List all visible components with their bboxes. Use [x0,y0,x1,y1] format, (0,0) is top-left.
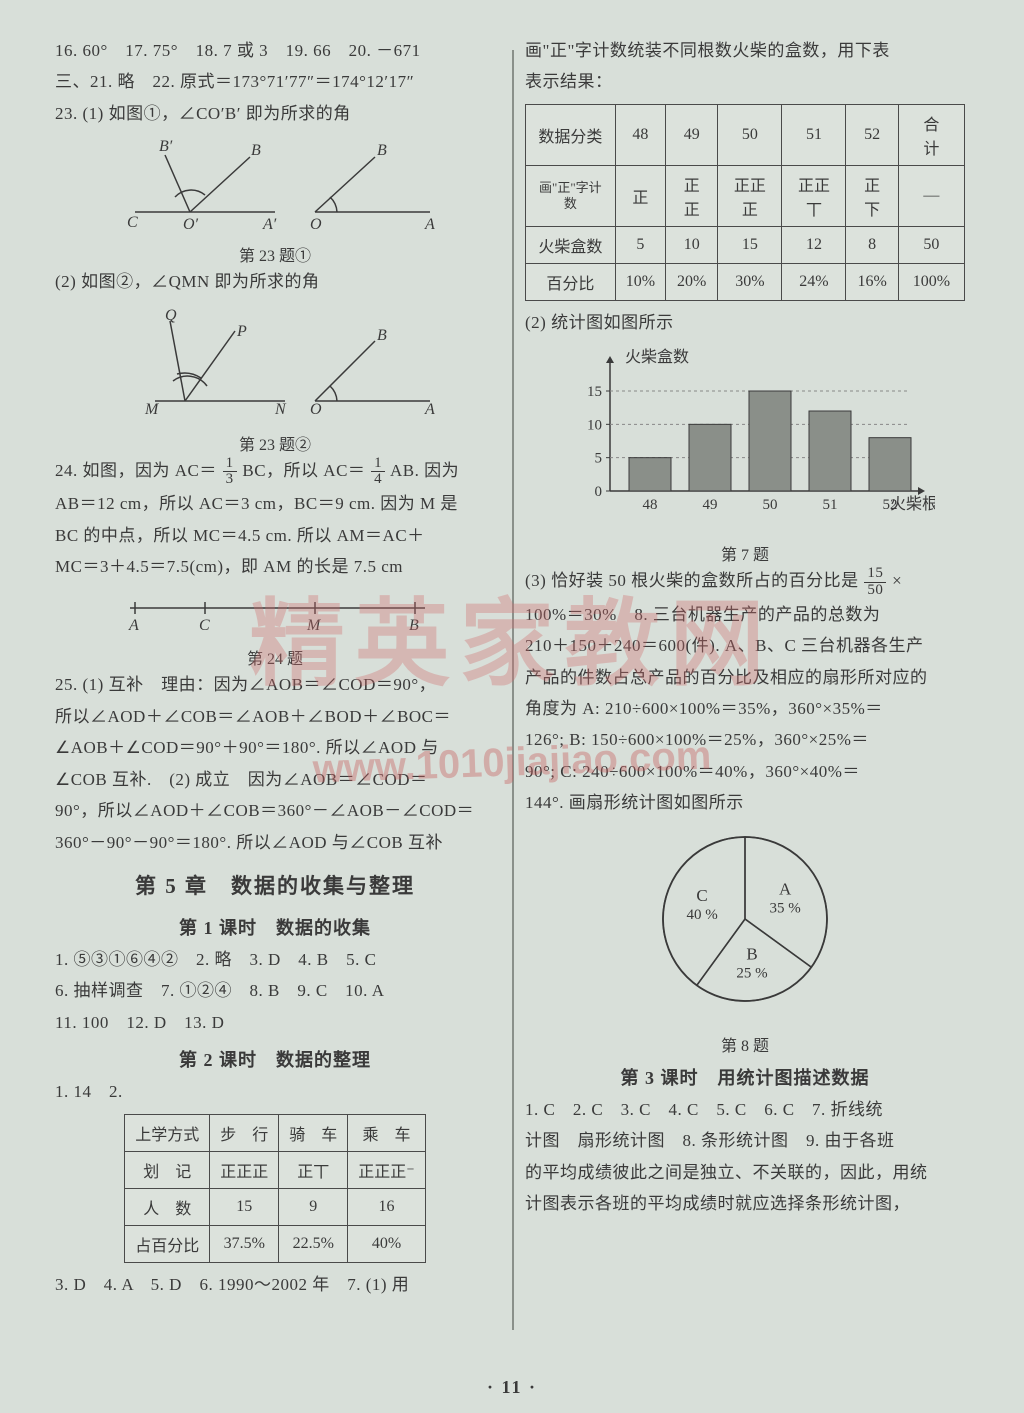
text: 三、21. 略 22. 原式＝173°71′77″＝174°12′17″ [55,66,495,97]
svg-text:A: A [424,401,435,418]
svg-text:B: B [746,944,757,963]
svg-text:0: 0 [595,484,603,500]
right-column: 画"正"字计数统装不同根数火柴的盒数，用下表 表示结果： 数据分类 48 49 … [525,35,965,1383]
svg-text:40 %: 40 % [686,907,717,923]
svg-text:N: N [274,401,287,418]
diagram-23-1: B′ B C O′ A′ O B A [55,137,495,232]
text: (2) 统计图如图所示 [525,307,965,338]
svg-text:B: B [377,142,387,159]
svg-text:10: 10 [587,418,602,434]
svg-text:48: 48 [643,497,658,513]
svg-text:5: 5 [595,451,603,467]
text: AB＝12 cm，所以 AC＝3 cm，BC＝9 cm. 因为 M 是 [55,488,495,519]
text: ∠COB 互补. (2) 成立 因为∠AOB＝∠COD＝ [55,764,495,795]
svg-text:C: C [127,214,138,231]
text: 126°; B: 150÷600×100%＝25%，360°×25%＝ [525,724,965,755]
text: 16. 60° 17. 75° 18. 7 或 3 19. 66 20. －67… [55,35,495,66]
svg-text:50: 50 [763,497,778,513]
text: 1. 14 2. [55,1076,495,1107]
text: (2) 如图②，∠QMN 即为所求的角 [55,266,495,297]
text: MC＝3＋4.5＝7.5(cm)，即 AM 的长是 7.5 cm [55,551,495,582]
svg-text:B: B [409,617,419,634]
svg-text:P: P [236,323,247,340]
text: 25. (1) 互补 理由：因为∠AOB＝∠COD＝90°， [55,669,495,700]
text: 产品的件数占总产品的百分比及相应的扇形所对应的 [525,662,965,693]
chapter-title: 第 5 章 数据的收集与整理 [55,870,495,900]
svg-text:C: C [696,886,707,905]
svg-text:25 %: 25 % [736,965,767,981]
caption-piechart: 第 8 题 [525,1032,965,1056]
svg-text:A: A [424,216,435,232]
text: 23. (1) 如图①，∠CO′B′ 即为所求的角 [55,98,495,129]
table-2: 上学方式 步 行 骑 车 乘 车 划 记 正正正 正丅 正正正⁻ 人 数 15 … [124,1114,426,1263]
svg-text:Q: Q [165,307,177,324]
text: 的平均成绩彼此之间是独立、不关联的，因此，用统 [525,1157,965,1188]
text: 计图 扇形统计图 8. 条形统计图 9. 由于各班 [525,1125,965,1156]
svg-text:B: B [251,142,261,159]
svg-text:O: O [310,216,322,232]
svg-text:O′: O′ [183,216,199,232]
lesson-3-title: 第 3 课时 用统计图描述数据 [525,1064,965,1090]
svg-text:15: 15 [587,384,602,400]
lesson-1-title: 第 1 课时 数据的收集 [55,914,495,940]
text: 24. 如图，因为 AC＝ 13 BC，所以 AC＝ 14 AB. 因为 [55,455,495,488]
svg-text:49: 49 [703,497,718,513]
caption-23-1: 第 23 题① [55,242,495,266]
pie-chart-8: A 35 % B 25 % C 40 % [635,827,855,1022]
svg-text:A′: A′ [262,216,277,232]
text: 1. ⑤③①⑥④② 2. 略 3. D 4. B 5. C [55,944,495,975]
svg-text:B: B [377,327,387,344]
text: BC 的中点，所以 MC＝4.5 cm. 所以 AM＝AC＋ [55,520,495,551]
diagram-24: A C M B [105,590,445,635]
caption-barchart: 第 7 题 [525,541,965,565]
text: 100%＝30% 8. 三台机器生产的产品的总数为 [525,599,965,630]
text: 144°. 画扇形统计图如图所示 [525,787,965,818]
page-number: · 11 · [0,1377,1024,1398]
text: 所以∠AOD＋∠COB＝∠AOB＋∠BOD＋∠BOC＝ [55,701,495,732]
text: 表示结果： [525,66,965,97]
text: 90°，所以∠AOD＋∠COB＝360°－∠AOB－∠COD＝ [55,795,495,826]
text: 360°－90°－90°＝180°. 所以∠AOD 与∠COB 互补 [55,827,495,858]
svg-text:B′: B′ [159,138,173,155]
lesson-2-title: 第 2 课时 数据的整理 [55,1046,495,1072]
svg-text:M: M [306,617,322,634]
text: 90°; C: 240÷600×100%＝40%，360°×40%＝ [525,756,965,787]
svg-text:A: A [779,879,792,898]
caption-24: 第 24 题 [55,645,495,669]
text: (3) 恰好装 50 根火柴的盒数所占的百分比是 1550 × [525,565,965,598]
diagram-23-2: Q P B M N O A [55,306,495,421]
svg-text:51: 51 [823,497,838,513]
text: 6. 抽样调查 7. ①②④ 8. B 9. C 10. A [55,975,495,1006]
text: 画"正"字计数统装不同根数火柴的盒数，用下表 [525,35,965,66]
svg-text:35 %: 35 % [770,900,801,916]
svg-text:O: O [310,401,322,418]
text: 角度为 A: 210÷600×100%＝35%，360°×35%＝ [525,693,965,724]
svg-text:火柴根数: 火柴根数 [890,495,935,513]
text: 1. C 2. C 3. C 4. C 5. C 6. C 7. 折线统 [525,1094,965,1125]
text: 计图表示各班的平均成绩时就应选择条形统计图， [525,1188,965,1219]
left-column: 16. 60° 17. 75° 18. 7 或 3 19. 66 20. －67… [55,35,495,1383]
svg-text:A: A [128,617,139,634]
svg-text:M: M [144,401,160,418]
bar-chart-7: 0510154849505152火柴盒数火柴根数 [555,346,935,531]
text: 210＋150＋240＝600(件). A、B、C 三台机器各生产 [525,630,965,661]
caption-23-2: 第 23 题② [55,431,495,455]
text: 11. 100 12. D 13. D [55,1007,495,1038]
svg-text:火柴盒数: 火柴盒数 [625,348,689,366]
text: ∠AOB＋∠COD＝90°＋90°＝180°. 所以∠AOD 与 [55,732,495,763]
table-7: 数据分类 48 49 50 51 52 合 计 画"正"字计数 正 正正 正正正… [525,104,965,301]
svg-text:C: C [199,617,210,634]
text: 3. D 4. A 5. D 6. 1990～2002 年 7. (1) 用 [55,1269,495,1300]
